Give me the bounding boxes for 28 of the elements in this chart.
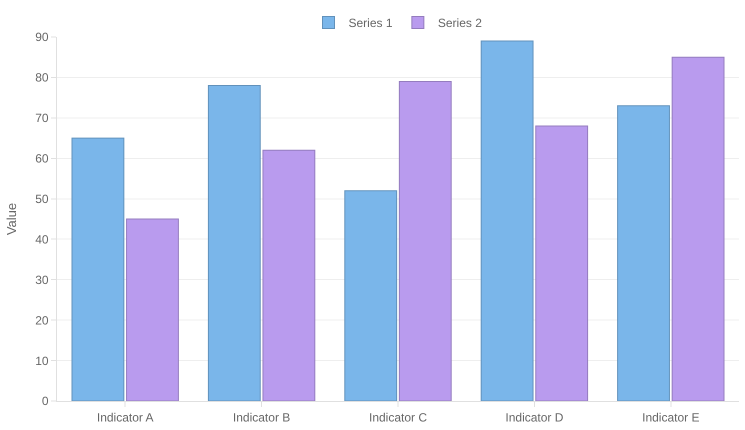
y-tick-label: 40 [35,232,49,246]
bar [398,80,452,401]
bar [126,218,179,401]
x-tick-label: Indicator A [96,410,154,424]
y-tick-label: 60 [35,152,49,166]
bar [262,150,316,401]
legend-label: Series 1 [348,16,393,30]
y-tick-label: 80 [35,70,49,85]
x-tick-label: Indicator C [368,410,428,424]
y-tick-label: 90 [35,30,49,44]
bar [72,138,124,401]
bar [344,190,398,401]
bar [208,85,261,401]
legend-label: Series 2 [438,16,482,30]
y-tick-label: 70 [35,111,49,126]
x-tick-label: Indicator D [505,410,564,424]
y-tick-label: 0 [42,394,49,408]
bar [480,40,534,401]
x-tick-label: Indicator E [642,410,700,424]
bar [617,105,670,401]
y-tick-label: 50 [35,192,49,206]
y-tick-label: 10 [35,354,49,368]
y-tick-label: 20 [35,313,49,328]
bar [672,56,724,401]
bar [535,125,588,401]
x-tick-label: Indicator B [232,410,290,424]
y-tick-label: 30 [35,272,49,287]
y-axis-title: Value [4,202,20,236]
